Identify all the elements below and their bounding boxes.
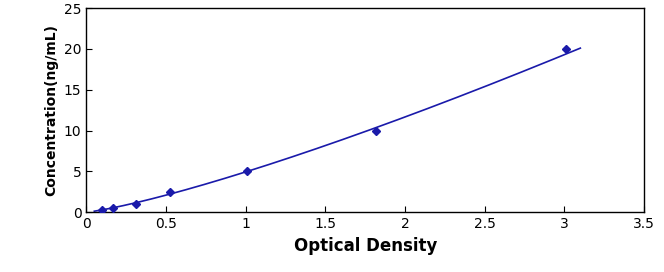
X-axis label: Optical Density: Optical Density [293,237,437,255]
Y-axis label: Concentration(ng/mL): Concentration(ng/mL) [44,24,58,196]
